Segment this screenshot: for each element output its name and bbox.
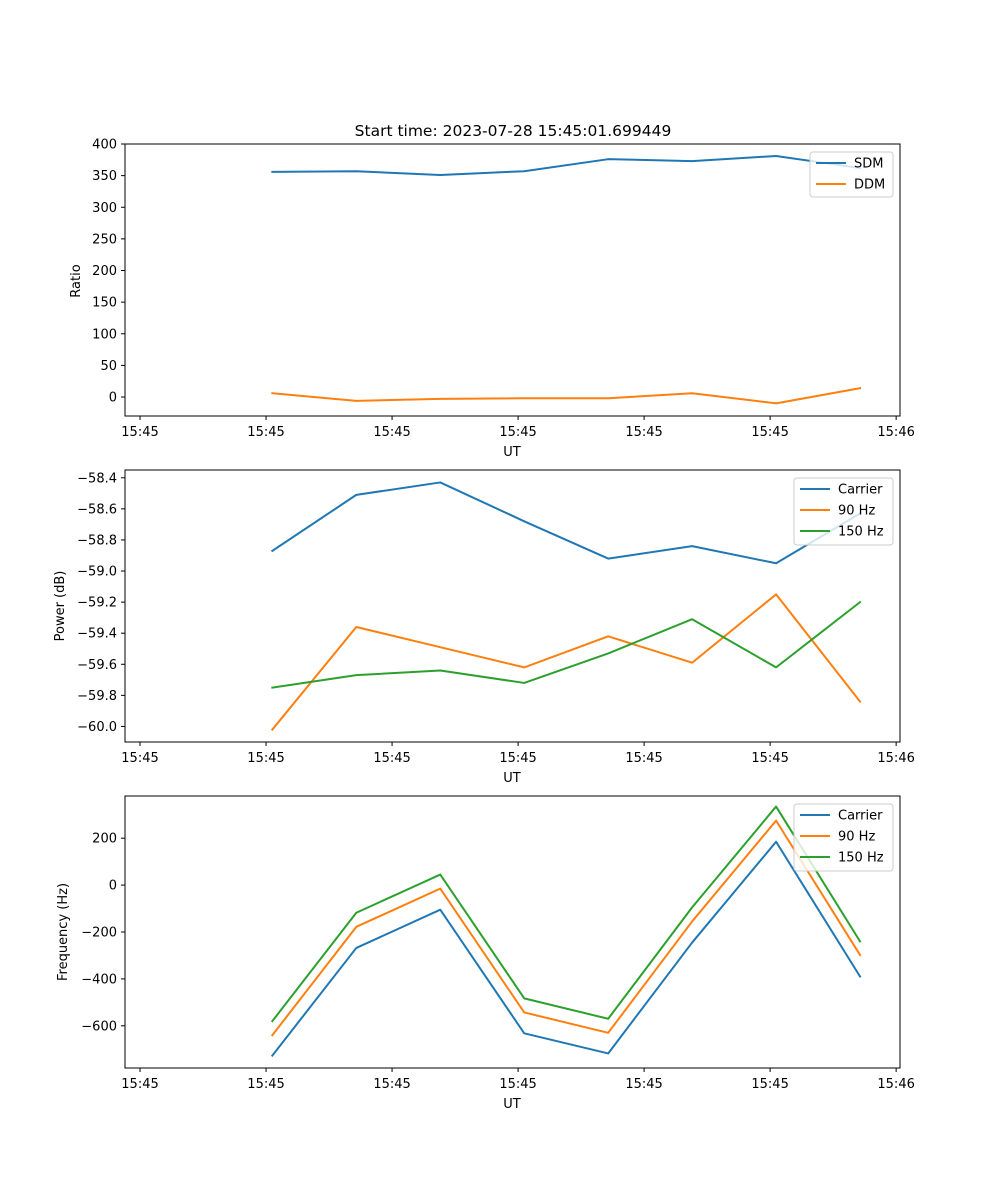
power-x-tick-label: 15:45 [121,751,158,766]
ratio-y-tick-label: 100 [92,327,117,342]
ratio-x-tick-label: 15:45 [751,425,788,440]
power-plot-area: −60.0 −59.8 −59.6 −59.4 −59.2 −59.0 −58.8 −58.6… [77,469,915,766]
power-panel: −60.0 −59.8 −59.6 −59.4 −59.2 −59.0 −58.8 −58.6… [53,469,915,786]
ratio-series-sdm [271,155,862,176]
power-y-tick-label: −59.4 [77,627,117,642]
ratio-x-tick-label: 15:45 [121,425,158,440]
power-legend: Carrier 90 Hz 150 Hz [793,477,894,546]
legend-label-90hz: 90 Hz [838,504,875,519]
frequency-legend: Carrier 90 Hz 150 Hz [793,803,894,872]
frequency-y-tick-label: 200 [92,832,117,847]
power-y-axis-label: Power (dB) [53,571,68,642]
power-x-tick-label: 15:45 [499,751,536,766]
ratio-legend: SDM DDM [809,151,894,198]
power-x-tick-label: 15:45 [625,751,662,766]
ratio-series-ddm [271,387,862,405]
frequency-x-tick-label: 15:45 [373,1077,410,1092]
power-legend-box [793,477,894,546]
ratio-x-tick-label: 15:45 [247,425,284,440]
ratio-y-tick-label: 250 [92,232,117,247]
frequency-series-150-hz [270,805,862,1023]
ratio-y-tick-label: 200 [92,264,117,279]
power-y-tick-label: −58.6 [77,502,117,517]
power-y-tick-label: −59.8 [77,689,117,704]
power-y-tick-label: −58.8 [77,533,117,548]
frequency-y-tick-label: −200 [81,926,117,941]
ratio-y-tick-label: 400 [92,138,117,153]
frequency-y-axis-label: Frequency (Hz) [56,883,71,981]
ratio-x-tick-label: 15:46 [877,425,914,440]
power-axes-frame [124,469,901,743]
frequency-x-tick-label: 15:45 [751,1077,788,1092]
ratio-axes-frame [124,143,901,417]
power-x-tick-label: 15:45 [373,751,410,766]
legend-label-carrier: Carrier [838,809,883,824]
ratio-y-tick-label: 150 [92,296,117,311]
ratio-y-tick-label: 300 [92,201,117,216]
frequency-panel: −600 −400 −200 0 200 15:45 15:45 15:45 15:45 15:4… [56,795,915,1112]
frequency-x-tick-label: 15:45 [499,1077,536,1092]
power-x-axis-label: UT [503,771,521,786]
frequency-x-tick-label: 15:45 [121,1077,158,1092]
ratio-x-tick-label: 15:45 [499,425,536,440]
chart-title: Start time: 2023-07-28 15:45:01.699449 [355,122,672,140]
ratio-plot-area: 0 50 100 150 200 250 300 350 400 15:45 15:45 15:45 1… [92,138,915,441]
power-y-tick-label: −58.4 [77,471,117,486]
power-series-150-hz [271,600,862,689]
power-y-tick-label: −59.0 [77,565,117,580]
power-series-90-hz [270,593,862,731]
frequency-series-carrier [270,840,862,1057]
power-y-tick-label: −59.2 [77,596,117,611]
power-x-tick-label: 15:45 [247,751,284,766]
frequency-y-tick-label: −600 [81,1019,117,1034]
legend-label-150hz: 150 Hz [838,851,884,866]
power-x-tick-label: 15:45 [751,751,788,766]
power-series-carrier [270,481,862,565]
legend-label-90hz: 90 Hz [838,830,875,845]
ratio-x-axis-label: UT [503,445,521,460]
frequency-series-90-hz [270,819,862,1037]
ratio-panel: Start time: 2023-07-28 15:45:01.699449 0… [69,122,915,460]
power-y-tick-label: −60.0 [77,720,117,735]
frequency-y-tick-label: 0 [109,879,117,894]
ratio-y-axis-label: Ratio [69,264,84,297]
ratio-y-tick-label: 350 [92,169,117,184]
legend-label-sdm: SDM [854,157,883,172]
legend-label-ddm: DDM [854,178,885,193]
power-y-tick-label: −59.6 [77,658,117,673]
ratio-y-tick-label: 50 [100,359,117,374]
ratio-x-tick-label: 15:45 [625,425,662,440]
frequency-plot-area: −600 −400 −200 0 200 15:45 15:45 15:45 15:45 15:4… [81,795,915,1092]
ratio-y-tick-label: 0 [109,391,117,406]
frequency-y-tick-label: −400 [81,972,117,987]
frequency-x-tick-label: 15:45 [625,1077,662,1092]
frequency-x-tick-label: 15:46 [877,1077,914,1092]
frequency-legend-box [793,803,894,872]
frequency-x-tick-label: 15:45 [247,1077,284,1092]
ratio-x-tick-label: 15:45 [373,425,410,440]
frequency-x-axis-label: UT [503,1097,521,1112]
power-x-tick-label: 15:46 [877,751,914,766]
legend-label-carrier: Carrier [838,483,883,498]
legend-label-150hz: 150 Hz [838,525,884,540]
